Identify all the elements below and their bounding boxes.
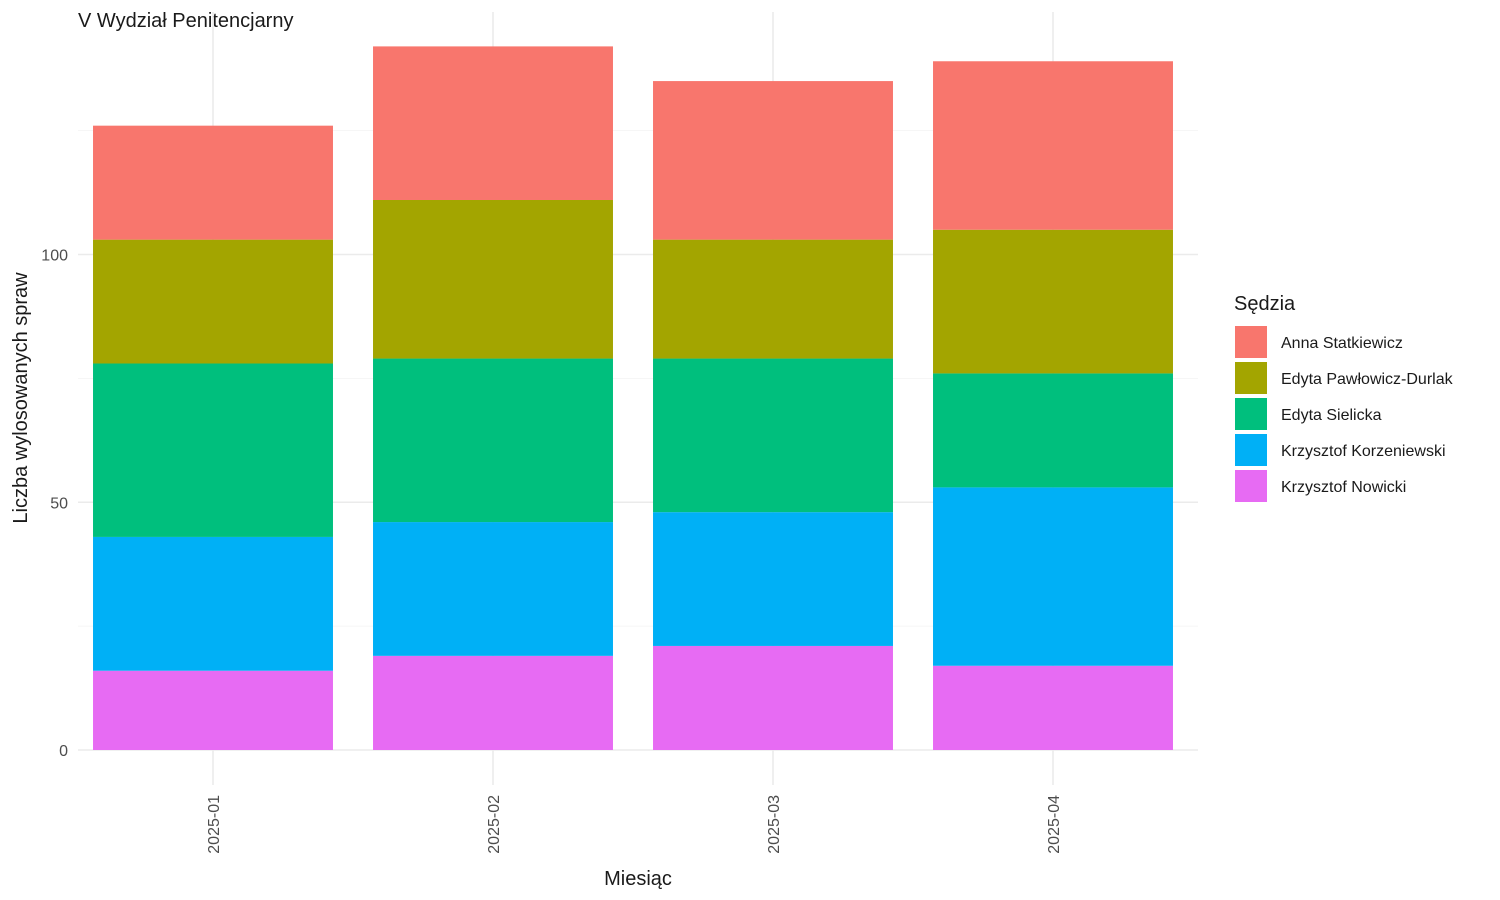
x-axis-ticks: 2025-01 2025-02 2025-03 2025-04 [206, 795, 1063, 854]
chart-title: V Wydział Penitencjarny [78, 10, 293, 32]
bar-segment [933, 373, 1173, 488]
legend-title: Sędzia [1234, 293, 1296, 315]
bar-segment [93, 363, 333, 537]
legend-label: Krzysztof Nowicki [1281, 479, 1406, 496]
bar-segment [933, 229, 1173, 374]
legend-key [1235, 362, 1267, 394]
bar-segment [373, 655, 613, 750]
legend-key [1235, 434, 1267, 466]
legend-key [1235, 470, 1267, 502]
bars [93, 46, 1173, 750]
bar-segment [933, 487, 1173, 666]
legend-label: Edyta Sielicka [1281, 407, 1382, 424]
bar-segment [373, 199, 613, 359]
y-tick-label: 50 [50, 495, 68, 512]
y-axis-title: Liczba wylosowanych spraw [10, 272, 32, 524]
bar-segment [653, 81, 893, 240]
bar-segment [93, 125, 333, 240]
legend-label: Anna Statkiewicz [1281, 335, 1403, 352]
bar-segment [933, 61, 1173, 230]
x-tick-label: 2025-02 [486, 795, 503, 854]
legend-label: Edyta Pawłowicz-Durlak [1281, 371, 1454, 388]
legend-key [1235, 398, 1267, 430]
legend-label: Krzysztof Korzeniewski [1281, 443, 1446, 460]
x-tick-label: 2025-03 [766, 795, 783, 854]
bar-segment [933, 665, 1173, 750]
legend: Sędzia Anna Statkiewicz Edyta Pawłowicz-D… [1234, 293, 1454, 502]
x-tick-label: 2025-04 [1046, 795, 1063, 854]
x-axis-title: Miesiąc [604, 868, 672, 890]
bar-segment [653, 512, 893, 646]
bar-segment [653, 239, 893, 359]
y-axis-ticks: 0 50 100 [41, 248, 68, 761]
y-tick-label: 0 [59, 743, 68, 760]
bar-segment [373, 358, 613, 523]
bar-segment [653, 645, 893, 750]
bar-segment [93, 536, 333, 671]
bar-segment [653, 358, 893, 513]
legend-key [1235, 326, 1267, 358]
bar-segment [93, 239, 333, 364]
x-tick-label: 2025-01 [206, 795, 223, 854]
bar-segment [93, 670, 333, 750]
bar-segment [373, 46, 613, 200]
bar-segment [373, 522, 613, 656]
y-tick-label: 100 [41, 248, 68, 265]
